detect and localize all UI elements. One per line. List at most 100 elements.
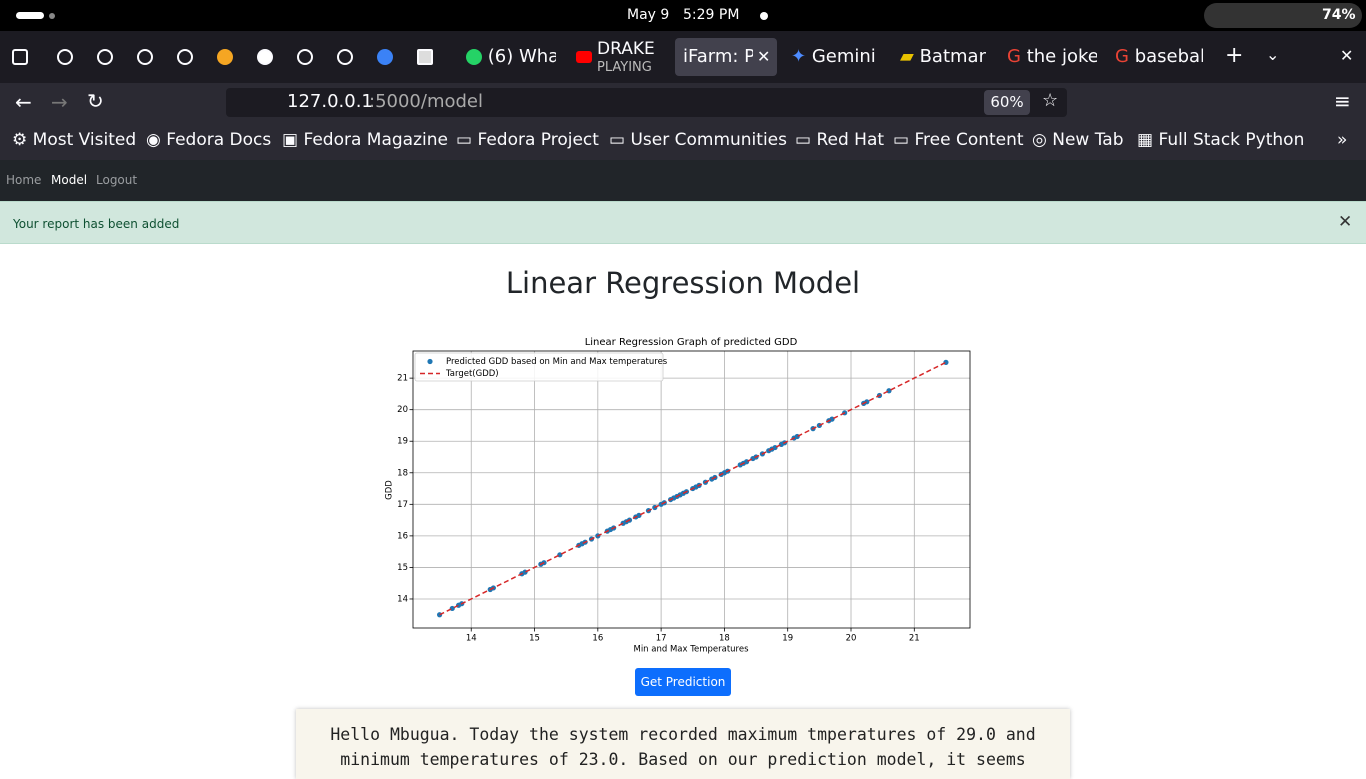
- scatter-point: [743, 459, 750, 465]
- tab[interactable]: (6) Wha: [466, 39, 556, 75]
- bookmark[interactable]: ▣ Fedora Magazine: [282, 130, 448, 150]
- tab-title[interactable]: DRAKE: [597, 39, 655, 59]
- nav-toolbar: ← → ↻ 127.0.0.1:5000/model 60% ☆ ≡: [0, 83, 1366, 121]
- battery: 74%: [1322, 7, 1356, 23]
- bookmark-label: Red Hat: [816, 130, 885, 150]
- scatter-point: [829, 416, 835, 422]
- x-tick-label: 14: [466, 634, 477, 644]
- tab-subtitle: PLAYING: [597, 60, 652, 75]
- scatter-point: [864, 399, 870, 405]
- system-bar: May 9 5:29 PM 74%: [0, 0, 1366, 31]
- x-tick-label: 19: [782, 634, 793, 644]
- tab[interactable]: ▰ Batman: [900, 39, 986, 75]
- tab-icon[interactable]: [217, 49, 233, 65]
- tab-title: Gemini: [811, 46, 876, 67]
- alert-close[interactable]: ✕: [1338, 212, 1353, 232]
- tab-icon[interactable]: [337, 49, 353, 65]
- tab-icon[interactable]: [377, 49, 393, 65]
- y-axis-label: GDD: [385, 480, 395, 500]
- tab-title: the joke: [1026, 46, 1097, 67]
- new-tab[interactable]: +: [1225, 43, 1244, 68]
- chart-title: Linear Regression Graph of predicted GDD: [585, 337, 798, 348]
- bookmark[interactable]: ▭ Fedora Project: [456, 130, 599, 150]
- y-tick-label: 15: [397, 563, 408, 573]
- tab-icon[interactable]: [257, 49, 273, 65]
- x-tick-label: 15: [529, 634, 540, 644]
- x-tick-label: 21: [909, 634, 920, 644]
- back[interactable]: ←: [15, 90, 32, 114]
- message-text: Hello Mbugua. Today the system recorded …: [330, 725, 1036, 769]
- url-host: 127.0.0.1: [287, 91, 373, 112]
- scatter-point: [449, 605, 455, 612]
- plot-frame: [412, 350, 971, 629]
- tab-title: iFarm: P: [683, 46, 753, 67]
- nav-link[interactable]: Home: [6, 173, 42, 187]
- x-axis-label: Min and Max Temperatures: [633, 645, 749, 655]
- tab-close[interactable]: ✕: [757, 47, 771, 66]
- tab-title: basebal: [1134, 46, 1203, 67]
- close-window[interactable]: ✕: [1340, 46, 1354, 65]
- active-tab[interactable]: [675, 38, 777, 76]
- youtube-icon: [576, 51, 592, 63]
- tab-bar: (6) Wha DRAKE PLAYING iFarm: P ✕ ✦ Gemin…: [0, 31, 1366, 83]
- tab-icon[interactable]: [297, 49, 313, 65]
- y-tick-label: 18: [397, 468, 408, 478]
- reload[interactable]: ↻: [87, 89, 104, 113]
- date[interactable]: May 9: [627, 7, 670, 23]
- bookmark[interactable]: ▭ Red Hat: [795, 130, 885, 150]
- nav-link[interactable]: Model: [51, 173, 88, 187]
- bookmark-label: Free Content: [914, 130, 1024, 150]
- alert: Your report has been added ✕: [0, 201, 1366, 244]
- more-bookmarks[interactable]: »: [1337, 130, 1348, 150]
- bookmark[interactable]: ⚙ Most Visited: [12, 130, 137, 150]
- tab[interactable]: G basebal: [1115, 39, 1203, 75]
- tab-icon[interactable]: [97, 49, 113, 65]
- scatter-point: [886, 388, 892, 394]
- tab-list[interactable]: ⌄: [1266, 45, 1280, 64]
- site-navbar: Home Model Logout: [0, 160, 1366, 201]
- scatter-point: [772, 444, 778, 451]
- bookmark[interactable]: ▦ Full Stack Python: [1137, 130, 1305, 150]
- x-tick-label: 20: [846, 634, 857, 644]
- x-tick-label: 18: [719, 634, 730, 644]
- y-tick-label: 14: [397, 594, 408, 604]
- nav-link[interactable]: Logout: [96, 173, 138, 187]
- message-box: Hello Mbugua. Today the system recorded …: [296, 709, 1070, 779]
- bookmark-label: Fedora Project: [477, 130, 599, 150]
- tab[interactable]: ✦ Gemini: [791, 46, 876, 67]
- scatter-point: [557, 552, 563, 558]
- scatter-point: [794, 433, 800, 440]
- zoom[interactable]: 60%: [984, 90, 1030, 115]
- activities[interactable]: [16, 12, 44, 19]
- page-heading: Linear Regression Model: [505, 266, 861, 300]
- tab-icon[interactable]: [12, 49, 28, 65]
- tab-icon[interactable]: [177, 49, 193, 65]
- tab[interactable]: G the joke: [1007, 46, 1097, 67]
- legend-marker: [427, 358, 433, 365]
- y-tick-label: 19: [397, 437, 408, 447]
- legend-label: Predicted GDD based on Min and Max tempe…: [446, 357, 668, 367]
- tab-icon[interactable]: [417, 49, 433, 65]
- y-tick-label: 17: [397, 500, 408, 510]
- status-area[interactable]: [1204, 3, 1362, 28]
- bookmark[interactable]: ◉ Fedora Docs: [146, 130, 272, 150]
- target-line: [439, 361, 947, 616]
- bookmark[interactable]: ◎ New Tab: [1032, 130, 1124, 150]
- tab-icon[interactable]: [57, 49, 73, 65]
- url-bar[interactable]: 127.0.0.1:5000/model 60% ☆: [226, 88, 1067, 117]
- tab-icon[interactable]: [137, 49, 153, 65]
- legend-box: [414, 352, 664, 382]
- predict-button[interactable]: Get Prediction: [635, 668, 731, 696]
- forward[interactable]: →: [51, 90, 68, 114]
- legend-label: Target(GDD): [445, 369, 499, 379]
- bookmark-label: New Tab: [1052, 130, 1124, 150]
- bookmark[interactable]: ▭ Free Content: [893, 130, 1024, 150]
- bookmark-label: Fedora Docs: [166, 130, 272, 150]
- bookmark-star[interactable]: ☆: [1042, 90, 1059, 111]
- bookmark[interactable]: ▭ User Communities: [609, 130, 787, 150]
- y-tick-label: 20: [397, 405, 408, 415]
- menu[interactable]: ≡: [1334, 89, 1351, 113]
- bookmark-label: User Communities: [630, 130, 787, 150]
- time[interactable]: 5:29 PM: [683, 7, 740, 23]
